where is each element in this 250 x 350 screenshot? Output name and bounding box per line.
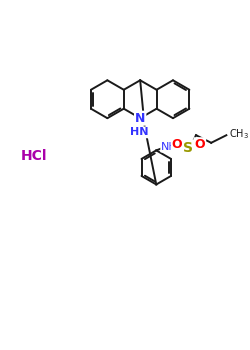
- Text: S: S: [184, 141, 194, 155]
- Text: NH: NH: [161, 142, 178, 152]
- Text: CH$_3$: CH$_3$: [229, 127, 249, 141]
- Text: N: N: [135, 112, 145, 125]
- Text: O: O: [194, 138, 205, 151]
- Text: HN: HN: [130, 127, 148, 138]
- Text: HCl: HCl: [21, 149, 47, 163]
- Text: O: O: [172, 138, 182, 151]
